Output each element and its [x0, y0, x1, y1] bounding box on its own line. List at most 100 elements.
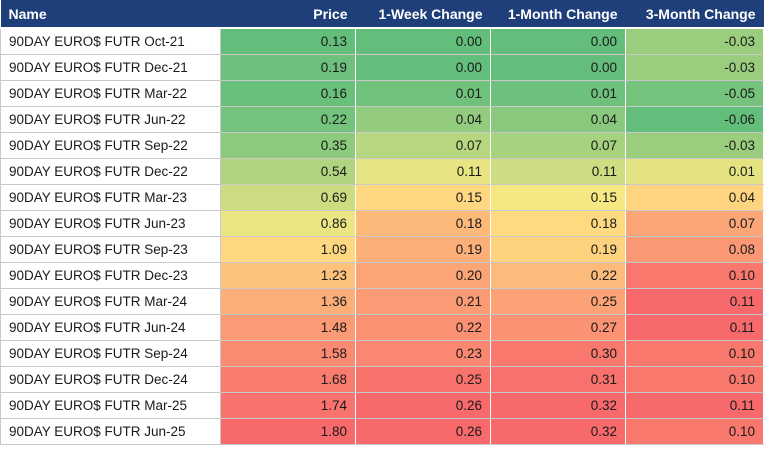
cell-1-month-change: 0.01: [490, 80, 626, 107]
cell-price: 1.80: [220, 418, 356, 445]
cell-3-month-change: -0.03: [625, 28, 764, 55]
header-3-month-change[interactable]: 3-Month Change: [625, 0, 764, 29]
header-1-week-change[interactable]: 1-Week Change: [355, 0, 491, 29]
cell-price: 1.23: [220, 262, 356, 289]
cell-name: 90DAY EURO$ FUTR Dec-21: [0, 54, 221, 81]
table-row[interactable]: 90DAY EURO$ FUTR Dec-21 0.19 0.00 0.00 -0.03: [0, 54, 764, 81]
cell-name: 90DAY EURO$ FUTR Dec-23: [0, 262, 221, 289]
cell-3-month-change: 0.10: [625, 366, 764, 393]
cell-1-month-change: 0.32: [490, 392, 626, 419]
table-row[interactable]: 90DAY EURO$ FUTR Jun-23 0.86 0.18 0.18 0.07: [0, 210, 764, 237]
cell-price: 1.68: [220, 366, 356, 393]
cell-1-month-change: 0.07: [490, 132, 626, 159]
table-row[interactable]: 90DAY EURO$ FUTR Mar-25 1.74 0.26 0.32 0.11: [0, 392, 764, 419]
cell-name: 90DAY EURO$ FUTR Mar-22: [0, 80, 221, 107]
cell-name: 90DAY EURO$ FUTR Sep-22: [0, 132, 221, 159]
cell-1-month-change: 0.04: [490, 106, 626, 133]
table-body: 90DAY EURO$ FUTR Oct-21 0.13 0.00 0.00 -0.03…: [0, 28, 764, 445]
cell-price: 1.58: [220, 340, 356, 367]
cell-1-week-change: 0.25: [355, 366, 491, 393]
cell-1-month-change: 0.32: [490, 418, 626, 445]
cell-1-week-change: 0.07: [355, 132, 491, 159]
cell-price: 0.35: [220, 132, 356, 159]
cell-3-month-change: -0.03: [625, 54, 764, 81]
cell-1-week-change: 0.23: [355, 340, 491, 367]
cell-1-month-change: 0.18: [490, 210, 626, 237]
cell-1-week-change: 0.04: [355, 106, 491, 133]
table-row[interactable]: 90DAY EURO$ FUTR Sep-22 0.35 0.07 0.07 -0.03: [0, 132, 764, 159]
cell-3-month-change: 0.11: [625, 392, 764, 419]
header-price[interactable]: Price: [220, 0, 356, 29]
cell-price: 0.69: [220, 184, 356, 211]
cell-price: 0.19: [220, 54, 356, 81]
cell-1-week-change: 0.20: [355, 262, 491, 289]
cell-name: 90DAY EURO$ FUTR Jun-25: [0, 418, 221, 445]
cell-3-month-change: 0.08: [625, 236, 764, 263]
cell-name: 90DAY EURO$ FUTR Dec-22: [0, 158, 221, 185]
cell-1-week-change: 0.00: [355, 28, 491, 55]
cell-3-month-change: 0.10: [625, 340, 764, 367]
table-row[interactable]: 90DAY EURO$ FUTR Jun-25 1.80 0.26 0.32 0.10: [0, 418, 764, 445]
header-row: Name Price 1-Week Change 1-Month Change …: [0, 0, 764, 29]
cell-name: 90DAY EURO$ FUTR Mar-23: [0, 184, 221, 211]
table-row[interactable]: 90DAY EURO$ FUTR Sep-23 1.09 0.19 0.19 0.08: [0, 236, 764, 263]
table-row[interactable]: 90DAY EURO$ FUTR Jun-24 1.48 0.22 0.27 0.11: [0, 314, 764, 341]
cell-3-month-change: 0.11: [625, 288, 764, 315]
cell-3-month-change: 0.10: [625, 262, 764, 289]
table-row[interactable]: 90DAY EURO$ FUTR Mar-22 0.16 0.01 0.01 -0.05: [0, 80, 764, 107]
cell-1-week-change: 0.01: [355, 80, 491, 107]
cell-price: 1.48: [220, 314, 356, 341]
table-row[interactable]: 90DAY EURO$ FUTR Sep-24 1.58 0.23 0.30 0.10: [0, 340, 764, 367]
cell-1-month-change: 0.31: [490, 366, 626, 393]
cell-3-month-change: 0.07: [625, 210, 764, 237]
cell-price: 0.16: [220, 80, 356, 107]
cell-1-week-change: 0.19: [355, 236, 491, 263]
table-row[interactable]: 90DAY EURO$ FUTR Dec-22 0.54 0.11 0.11 0.01: [0, 158, 764, 185]
header-name[interactable]: Name: [0, 0, 221, 29]
cell-3-month-change: 0.10: [625, 418, 764, 445]
cell-1-month-change: 0.30: [490, 340, 626, 367]
cell-price: 1.74: [220, 392, 356, 419]
futures-table-container: Name Price 1-Week Change 1-Month Change …: [0, 0, 764, 445]
cell-1-week-change: 0.18: [355, 210, 491, 237]
cell-name: 90DAY EURO$ FUTR Sep-23: [0, 236, 221, 263]
cell-price: 0.86: [220, 210, 356, 237]
cell-name: 90DAY EURO$ FUTR Oct-21: [0, 28, 221, 55]
cell-3-month-change: -0.06: [625, 106, 764, 133]
cell-price: 1.09: [220, 236, 356, 263]
cell-1-week-change: 0.22: [355, 314, 491, 341]
cell-price: 0.54: [220, 158, 356, 185]
cell-1-week-change: 0.26: [355, 418, 491, 445]
cell-3-month-change: -0.03: [625, 132, 764, 159]
cell-name: 90DAY EURO$ FUTR Mar-24: [0, 288, 221, 315]
cell-1-month-change: 0.22: [490, 262, 626, 289]
cell-1-month-change: 0.11: [490, 158, 626, 185]
cell-1-month-change: 0.00: [490, 54, 626, 81]
cell-1-month-change: 0.15: [490, 184, 626, 211]
cell-name: 90DAY EURO$ FUTR Dec-24: [0, 366, 221, 393]
cell-1-week-change: 0.15: [355, 184, 491, 211]
cell-price: 0.13: [220, 28, 356, 55]
cell-1-week-change: 0.26: [355, 392, 491, 419]
table-row[interactable]: 90DAY EURO$ FUTR Dec-24 1.68 0.25 0.31 0.10: [0, 366, 764, 393]
cell-name: 90DAY EURO$ FUTR Jun-24: [0, 314, 221, 341]
cell-name: 90DAY EURO$ FUTR Jun-23: [0, 210, 221, 237]
cell-1-week-change: 0.11: [355, 158, 491, 185]
cell-3-month-change: -0.05: [625, 80, 764, 107]
cell-1-month-change: 0.27: [490, 314, 626, 341]
table-row[interactable]: 90DAY EURO$ FUTR Mar-23 0.69 0.15 0.15 0.04: [0, 184, 764, 211]
eurodollar-futures-table: Name Price 1-Week Change 1-Month Change …: [0, 0, 764, 445]
cell-1-month-change: 0.25: [490, 288, 626, 315]
table-row[interactable]: 90DAY EURO$ FUTR Mar-24 1.36 0.21 0.25 0.11: [0, 288, 764, 315]
cell-1-week-change: 0.00: [355, 54, 491, 81]
table-row[interactable]: 90DAY EURO$ FUTR Oct-21 0.13 0.00 0.00 -0.03: [0, 28, 764, 55]
cell-3-month-change: 0.01: [625, 158, 764, 185]
cell-1-month-change: 0.19: [490, 236, 626, 263]
cell-name: 90DAY EURO$ FUTR Mar-25: [0, 392, 221, 419]
cell-price: 0.22: [220, 106, 356, 133]
table-row[interactable]: 90DAY EURO$ FUTR Jun-22 0.22 0.04 0.04 -0.06: [0, 106, 764, 133]
header-1-month-change[interactable]: 1-Month Change: [490, 0, 626, 29]
table-row[interactable]: 90DAY EURO$ FUTR Dec-23 1.23 0.20 0.22 0.10: [0, 262, 764, 289]
cell-1-month-change: 0.00: [490, 28, 626, 55]
cell-name: 90DAY EURO$ FUTR Jun-22: [0, 106, 221, 133]
